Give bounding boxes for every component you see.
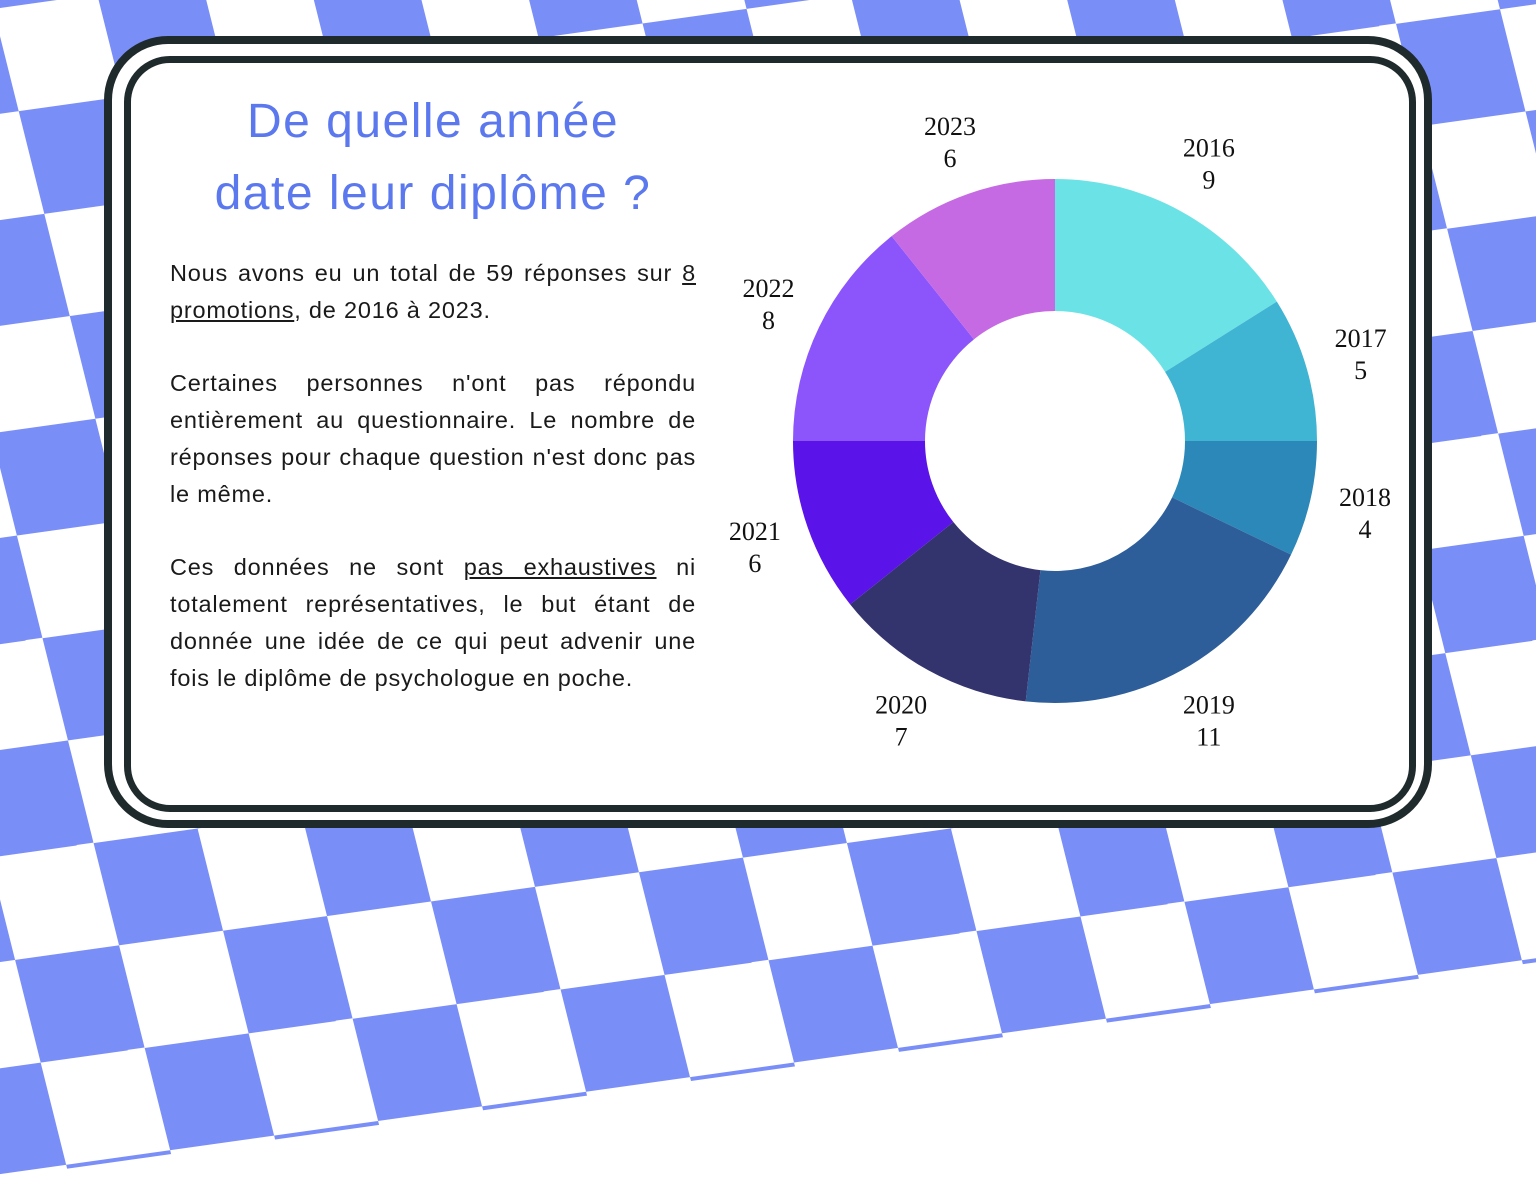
- label-2020: 2020: [875, 690, 927, 719]
- label-2016: 2016: [1183, 134, 1235, 163]
- label-2023: 2023: [924, 112, 976, 141]
- label-2022: 2022: [742, 274, 794, 303]
- text: Nous avons eu un total de 59 réponses su…: [170, 260, 683, 286]
- slide-title: De quelle année date leur diplôme ?: [150, 86, 716, 230]
- slice-2017: [1165, 301, 1317, 441]
- title-line-1: De quelle année: [246, 95, 620, 148]
- value-label-2019: 11: [1196, 722, 1221, 751]
- value-label-2022: 8: [762, 306, 775, 335]
- text: Ces données ne sont: [170, 554, 464, 580]
- value-label-2021: 6: [748, 549, 761, 578]
- slice-2022: [793, 236, 974, 441]
- paragraph-incomplete: Certaines personnes n'ont pas répondu en…: [170, 370, 696, 507]
- value-label-2023: 6: [943, 144, 956, 173]
- slice-2021: [793, 441, 954, 605]
- slice-2019: [1025, 497, 1292, 703]
- underlined-text: pas exhaustives: [463, 554, 657, 580]
- value-label-2017: 5: [1354, 356, 1367, 385]
- donut-chart: 2016 9 2017 5 2018 4 2019 11 2020 7 2021 6 2022 8 2023…: [729, 112, 1391, 751]
- text: ni totalement représentatives, le but ét…: [170, 554, 696, 691]
- value-label-2018: 4: [1359, 515, 1372, 544]
- slice-2023: [891, 179, 1055, 340]
- text: , de 2016 à 2023.: [294, 297, 491, 323]
- label-2018: 2018: [1339, 483, 1391, 512]
- label-2017: 2017: [1335, 324, 1387, 353]
- value-label-2020: 7: [895, 722, 908, 751]
- label-2019: 2019: [1183, 690, 1235, 719]
- slice-2016: [1055, 179, 1277, 372]
- paragraph-disclaimer: Ces données ne sont pas exhaustives ni t…: [170, 549, 696, 697]
- value-label-2016: 9: [1202, 166, 1215, 195]
- underlined-text: 8 promotions: [170, 260, 696, 323]
- slice-2020: [850, 522, 1041, 702]
- paragraph-total: Nous avons eu un total de 59 réponses su…: [170, 255, 696, 329]
- label-2021: 2021: [729, 517, 781, 546]
- slice-2018: [1172, 441, 1317, 555]
- title-line-2: date leur diplôme ?: [214, 167, 652, 220]
